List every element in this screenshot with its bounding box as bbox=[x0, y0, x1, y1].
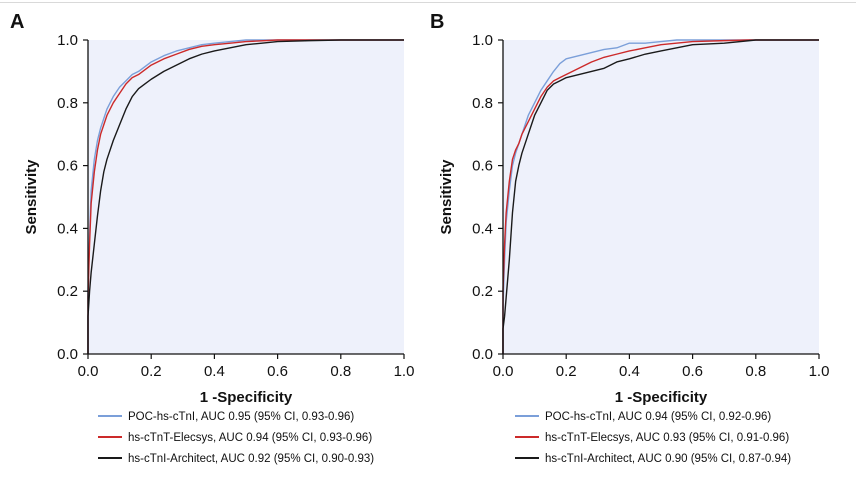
x-axis-title: 1 -Specificity bbox=[200, 389, 293, 406]
legend-entry: POC-hs-cTnI, AUC 0.95 (95% CI, 0.93-0.96… bbox=[128, 411, 354, 423]
panel-label: A bbox=[10, 11, 24, 33]
legend-entry: hs-cTnT-Elecsys, AUC 0.94 (95% CI, 0.93-… bbox=[128, 432, 372, 444]
x-axis-title: 1 -Specificity bbox=[615, 389, 708, 406]
roc-curve-poc-hs-ctni bbox=[87, 39, 404, 354]
x-tick-label: 0.0 bbox=[78, 363, 99, 380]
top-rule bbox=[0, 2, 856, 3]
y-tick-label: 0.6 bbox=[57, 158, 78, 175]
y-tick-label: 0.8 bbox=[472, 95, 493, 112]
legend: POC-hs-cTnI, AUC 0.95 (95% CI, 0.93-0.96… bbox=[98, 411, 374, 465]
y-tick-label: 0.6 bbox=[472, 158, 493, 175]
y-tick-label: 0.2 bbox=[472, 283, 493, 300]
plot-area bbox=[503, 40, 819, 354]
y-tick-label: 0.2 bbox=[57, 283, 78, 300]
x-tick-label: 1.0 bbox=[394, 363, 415, 380]
y-axis-title: Sensitivity bbox=[438, 159, 455, 235]
x-tick-label: 0.0 bbox=[493, 363, 514, 380]
y-tick-label: 0.8 bbox=[57, 95, 78, 112]
chart-panel-b: B 0.0 0.2 0.4 0.6 0.8 1.0 0.0 0.2 0.4 0.6 0.8 1.0 1 -… bbox=[430, 11, 829, 465]
y-tick-label: 0.0 bbox=[472, 346, 493, 363]
x-tick-label: 0.8 bbox=[745, 363, 766, 380]
legend: POC-hs-cTnI, AUC 0.94 (95% CI, 0.92-0.96… bbox=[515, 411, 791, 465]
roc-curve-hs-ctni-architect bbox=[502, 39, 819, 354]
roc-curve-hs-ctni-architect bbox=[87, 39, 404, 354]
legend-entry: hs-cTnT-Elecsys, AUC 0.93 (95% CI, 0.91-… bbox=[545, 432, 789, 444]
x-tick-label: 0.2 bbox=[556, 363, 577, 380]
y-tick-label: 1.0 bbox=[472, 32, 493, 49]
x-tick-label: 0.6 bbox=[682, 363, 703, 380]
plot-area bbox=[88, 40, 404, 354]
y-tick-label: 1.0 bbox=[57, 32, 78, 49]
roc-curve-hs-ctnt-elecsys bbox=[502, 39, 819, 354]
legend-entry: POC-hs-cTnI, AUC 0.94 (95% CI, 0.92-0.96… bbox=[545, 411, 771, 423]
x-tick-label: 0.8 bbox=[330, 363, 351, 380]
panel-label: B bbox=[430, 11, 444, 33]
legend-entry: hs-cTnI-Architect, AUC 0.90 (95% CI, 0.8… bbox=[545, 453, 791, 465]
x-tick-label: 0.4 bbox=[619, 363, 640, 380]
legend-entry: hs-cTnI-Architect, AUC 0.92 (95% CI, 0.9… bbox=[128, 453, 374, 465]
x-tick-label: 0.2 bbox=[141, 363, 162, 380]
y-axis-title: Sensitivity bbox=[23, 159, 40, 235]
x-tick-label: 0.6 bbox=[267, 363, 288, 380]
x-tick-label: 1.0 bbox=[809, 363, 830, 380]
y-tick-label: 0.4 bbox=[57, 220, 78, 237]
roc-curve-hs-ctnt-elecsys bbox=[87, 39, 404, 354]
y-tick-label: 0.0 bbox=[57, 346, 78, 363]
roc-curve-poc-hs-ctni bbox=[502, 39, 819, 354]
chart-panel-a: A 0.0 0.2 0.4 0.6 0.8 1.0 0.0 0.2 0.4 0.6 0.8 1.0 1 -… bbox=[10, 11, 414, 465]
x-tick-label: 0.4 bbox=[204, 363, 225, 380]
y-tick-label: 0.4 bbox=[472, 220, 493, 237]
